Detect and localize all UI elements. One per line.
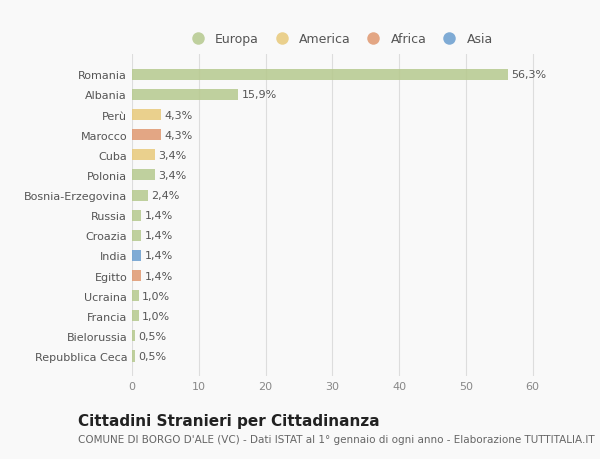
Text: 1,4%: 1,4% [145,211,173,221]
Bar [132,291,139,302]
Text: 4,3%: 4,3% [164,110,193,120]
Text: 56,3%: 56,3% [511,70,547,80]
Bar [132,351,136,362]
Text: Cittadini Stranieri per Cittadinanza: Cittadini Stranieri per Cittadinanza [78,413,380,428]
Text: 1,4%: 1,4% [145,231,173,241]
Bar [132,311,139,322]
Text: 4,3%: 4,3% [164,130,193,140]
Text: 15,9%: 15,9% [242,90,277,100]
Bar [132,130,161,141]
Text: 0,5%: 0,5% [139,351,167,361]
Bar [132,270,142,281]
Bar [132,170,155,181]
Legend: Europa, America, Africa, Asia: Europa, America, Africa, Asia [181,29,497,50]
Text: 1,4%: 1,4% [145,271,173,281]
Bar [132,190,148,201]
Bar [132,250,142,262]
Text: 1,0%: 1,0% [142,291,170,301]
Bar [132,230,142,241]
Bar [132,150,155,161]
Text: 0,5%: 0,5% [139,331,167,341]
Bar [132,210,142,221]
Text: 1,4%: 1,4% [145,251,173,261]
Text: 1,0%: 1,0% [142,311,170,321]
Bar [132,330,136,341]
Bar [132,90,238,101]
Text: COMUNE DI BORGO D'ALE (VC) - Dati ISTAT al 1° gennaio di ogni anno - Elaborazion: COMUNE DI BORGO D'ALE (VC) - Dati ISTAT … [78,434,595,444]
Bar [132,70,508,81]
Text: 2,4%: 2,4% [151,190,180,201]
Text: 3,4%: 3,4% [158,171,186,180]
Text: 3,4%: 3,4% [158,151,186,161]
Bar [132,110,161,121]
